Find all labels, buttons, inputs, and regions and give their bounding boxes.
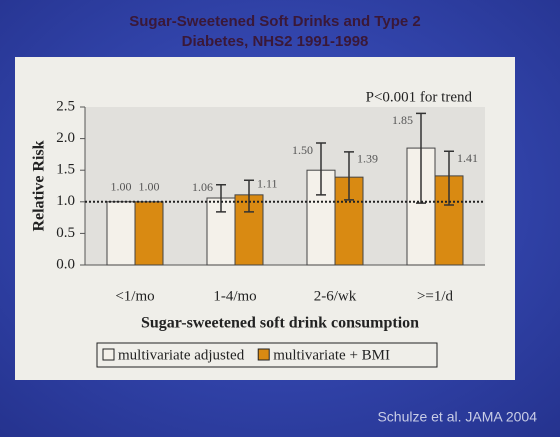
x-tick-label: 2-6/wk bbox=[314, 288, 357, 304]
legend-swatch bbox=[102, 348, 115, 361]
value-label: 1.06 bbox=[192, 180, 213, 194]
error-bar bbox=[416, 112, 426, 204]
chart-title: Sugar-Sweetened Soft Drinks and Type 2 bbox=[129, 13, 420, 30]
citation: Schulze et al. JAMA 2004 bbox=[377, 409, 537, 425]
x-tick-label: <1/mo bbox=[115, 288, 154, 304]
error-bar bbox=[344, 151, 354, 201]
value-label: 1.00 bbox=[111, 180, 132, 194]
y-tick-label: 1.5 bbox=[56, 162, 75, 178]
y-tick-label: 0.5 bbox=[56, 225, 75, 241]
error-bar bbox=[216, 183, 226, 213]
error-bar bbox=[444, 150, 454, 206]
value-label: 1.50 bbox=[292, 143, 313, 157]
legend bbox=[96, 342, 438, 368]
x-tick-label: 1-4/mo bbox=[213, 288, 256, 304]
error-bar bbox=[316, 142, 326, 196]
y-axis-label: Relative Risk bbox=[31, 140, 48, 231]
legend-label: multivariate adjusted bbox=[118, 347, 245, 363]
legend-label: multivariate + BMI bbox=[273, 347, 390, 363]
value-label: 1.39 bbox=[357, 152, 378, 166]
y-tick-label: 0.0 bbox=[56, 256, 75, 272]
bar bbox=[106, 201, 136, 266]
y-tick-label: 2.5 bbox=[56, 98, 75, 114]
x-axis-label: Sugar-sweetened soft drink consumption bbox=[141, 315, 419, 332]
value-label: 1.41 bbox=[457, 151, 478, 165]
legend-swatch bbox=[257, 348, 270, 361]
value-label: 1.85 bbox=[392, 113, 413, 127]
chart-title: Diabetes, NHS2 1991-1998 bbox=[182, 33, 369, 50]
bar bbox=[134, 201, 164, 266]
error-bar bbox=[244, 179, 254, 213]
value-label: 1.00 bbox=[139, 180, 160, 194]
annotation: P<0.001 for trend bbox=[366, 89, 473, 105]
y-tick-label: 1.0 bbox=[56, 193, 75, 209]
x-tick-label: >=1/d bbox=[417, 288, 454, 304]
value-label: 1.11 bbox=[257, 177, 278, 191]
y-tick-label: 2.0 bbox=[56, 130, 75, 146]
